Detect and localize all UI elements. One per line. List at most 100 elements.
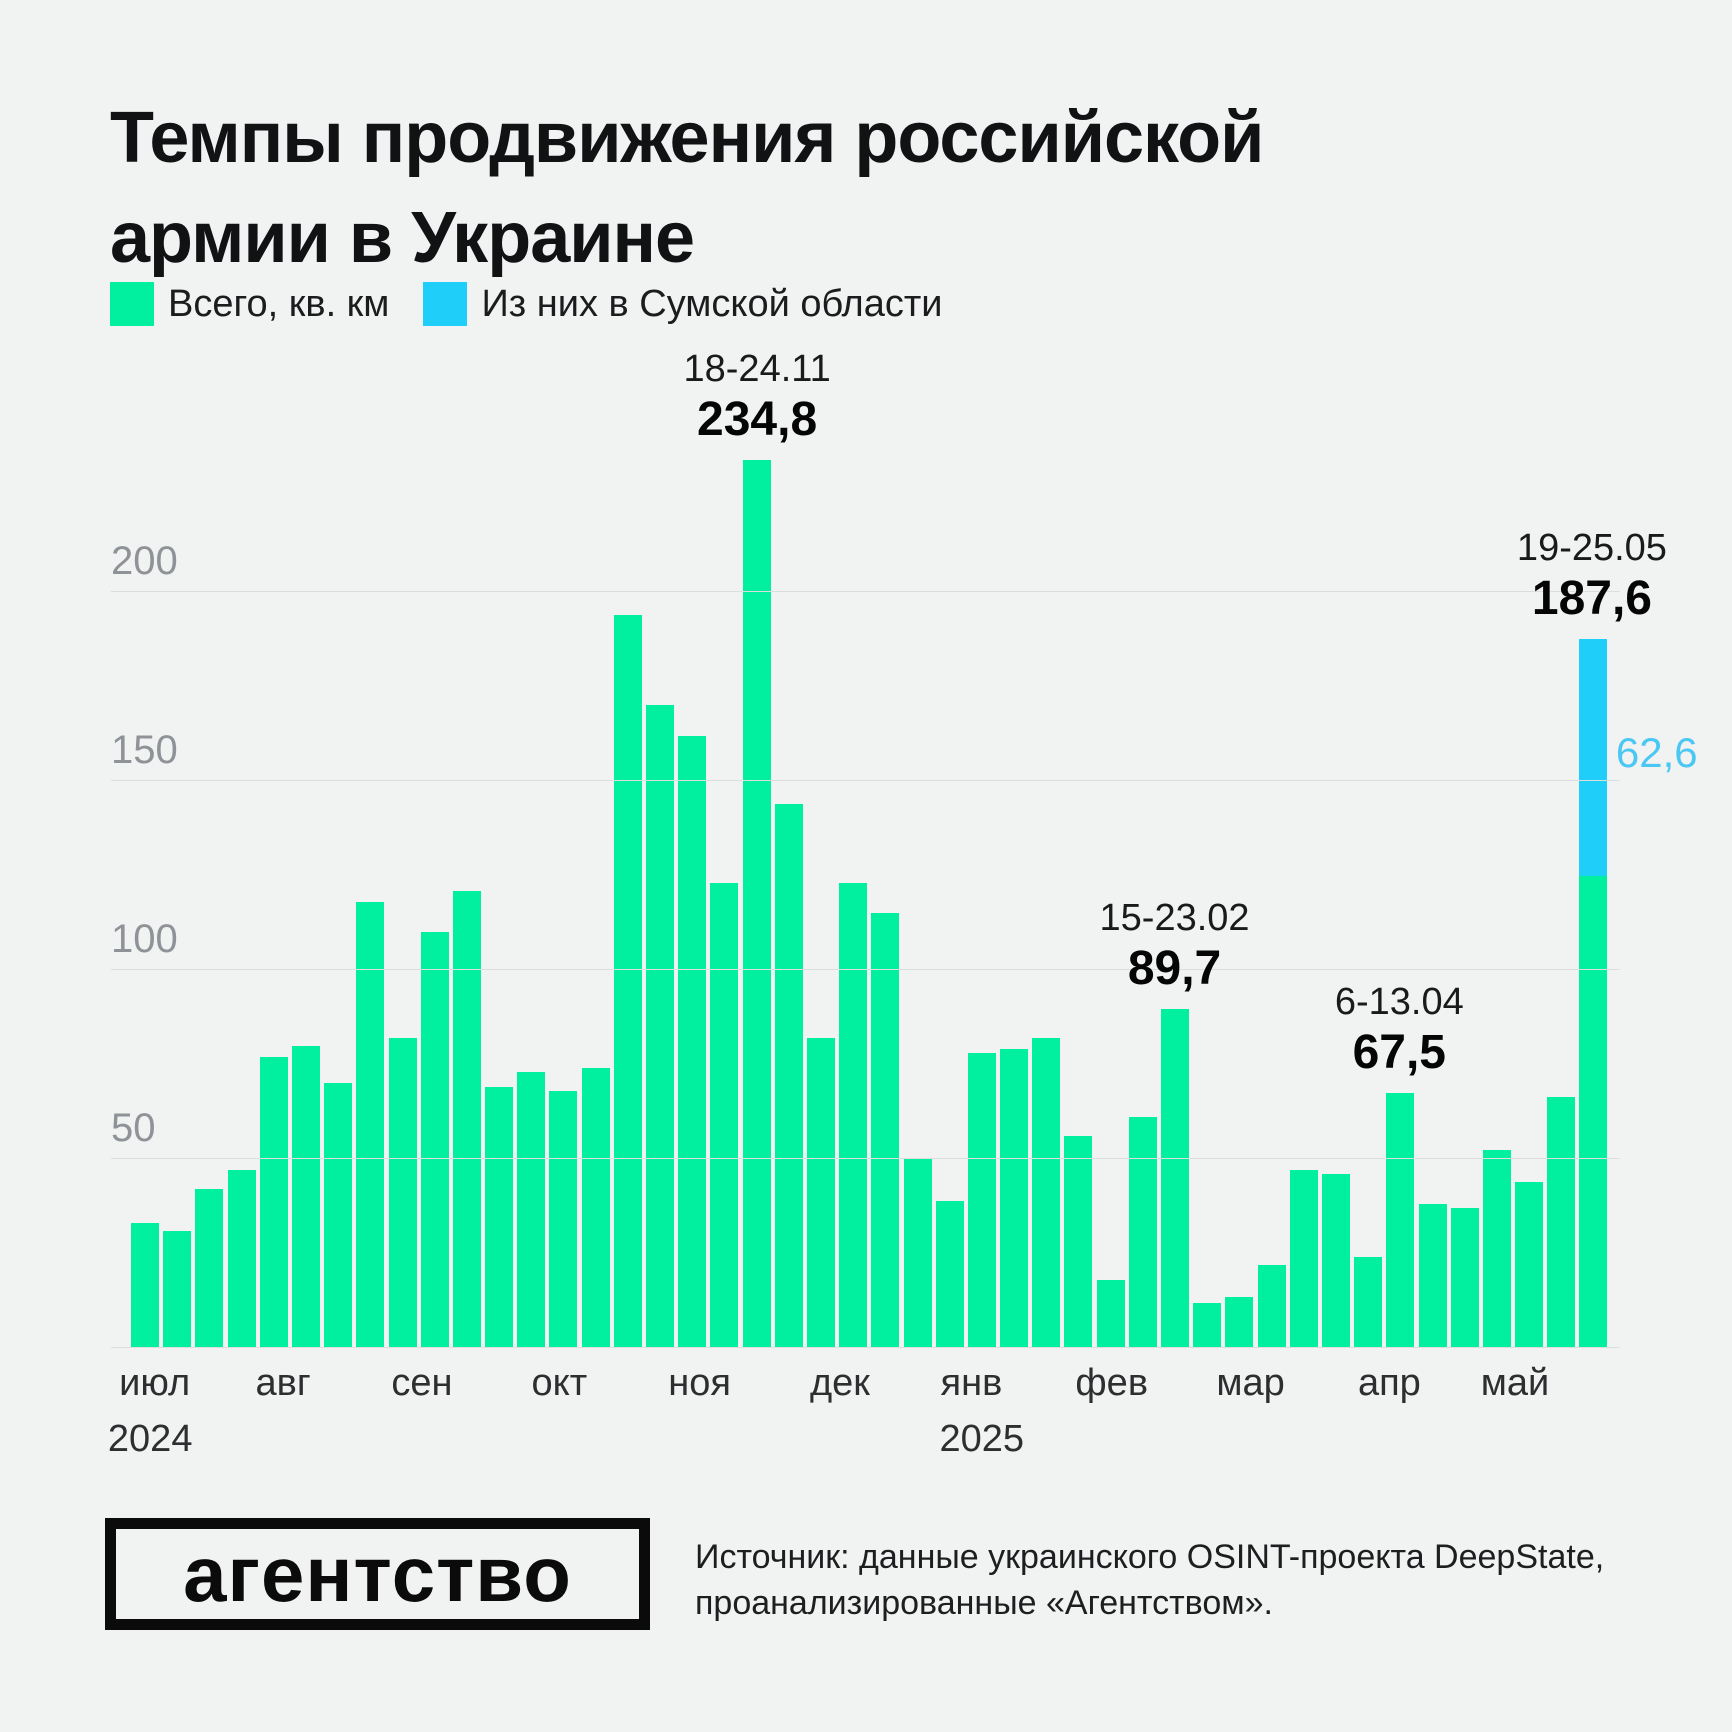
month-label-май: май: [1480, 1362, 1550, 1404]
month-label-июл: июл: [119, 1362, 191, 1404]
y-tick-label-200: 200: [111, 539, 178, 583]
month-label-мар: мар: [1216, 1362, 1285, 1404]
bar-week-3: [195, 1189, 224, 1348]
bar-week-36: [1257, 1265, 1286, 1348]
annotation-date: 19-25.05: [1516, 526, 1667, 569]
y-tick-label-100: 100: [111, 917, 178, 961]
agentstvo-logo: агентство: [105, 1518, 650, 1630]
annotation-value: 89,7: [1127, 941, 1222, 995]
gridline-0: [111, 1347, 1620, 1348]
bar-week-8: [356, 902, 385, 1348]
bar-chart-plot: 50 100 150 200 18-24.11 234,8 15-23.02 89,7 6-13…: [111, 340, 1698, 1348]
bar-week-14: [549, 1091, 578, 1348]
bar-week-43: [1482, 1150, 1511, 1348]
source-note: Источник: данные украинского OSINT-проек…: [695, 1534, 1604, 1626]
legend-item-sumy: Из них в Сумской области: [423, 282, 942, 326]
year-label-2025: 2025: [939, 1418, 1025, 1460]
annotation-15-23.02: 15-23.02 89,7: [1100, 895, 1250, 997]
title-line-2: армии в Украине: [110, 198, 695, 278]
bar-segment-total: [1579, 876, 1608, 1348]
bar-week-34: [1193, 1303, 1222, 1348]
source-line-2: проанализированные «Агентством».: [695, 1584, 1273, 1622]
bar-week-2: [163, 1231, 192, 1348]
bar-week-37: [1289, 1170, 1318, 1348]
legend-item-total: Всего, кв. км: [110, 282, 389, 326]
annotation-19-25.05: 19-25.05 187,6: [1517, 525, 1667, 627]
bar-week-17: [646, 705, 674, 1348]
month-label-ноя: ноя: [668, 1362, 731, 1404]
gridline-150: [111, 780, 1620, 781]
bar-week-38: [1321, 1174, 1350, 1348]
bar-week-15: [581, 1068, 610, 1348]
legend-swatch-green: [110, 282, 154, 326]
y-tick-label-50: 50: [111, 1106, 156, 1150]
sumy-segment-value-label: 62,6: [1615, 729, 1698, 777]
gridline-100: [111, 969, 1620, 970]
bar-week-22: [806, 1038, 835, 1348]
month-label-окт: окт: [531, 1362, 588, 1404]
month-label-дек: дек: [809, 1362, 870, 1404]
bar-week-16: [613, 615, 642, 1348]
year-label-2024: 2024: [107, 1418, 193, 1460]
gridline-50: [111, 1158, 1620, 1159]
y-tick-label-150: 150: [111, 728, 178, 772]
month-label-сен: сен: [391, 1362, 453, 1404]
bars-track: [131, 340, 1608, 1348]
legend-label-sumy: Из них в Сумской области: [481, 282, 943, 325]
gridline-200: [111, 591, 1620, 592]
title-line-1: Темпы продвижения российской: [110, 98, 1264, 178]
bar-week-13: [517, 1072, 546, 1348]
bar-week-42: [1450, 1208, 1479, 1348]
bar-week-26: [935, 1201, 964, 1348]
annotation-date: 18-24.11: [683, 348, 831, 391]
bar-week-6: [291, 1046, 320, 1348]
month-label-авг: авг: [255, 1362, 311, 1404]
bar-week-41: [1418, 1204, 1447, 1348]
legend-swatch-blue: [423, 282, 468, 326]
bar-week-11: [452, 891, 481, 1348]
bar-week-19: [710, 883, 739, 1348]
bar-segment-sumy: [1579, 639, 1608, 876]
bar-week-28: [1000, 1049, 1029, 1348]
bar-week-10: [420, 932, 449, 1348]
bar-week-21: [774, 804, 803, 1348]
annotation-value: 234,8: [697, 393, 818, 447]
bar-week-44: [1515, 1182, 1544, 1348]
bar-week-24: [871, 913, 900, 1348]
bar-week-33: [1161, 1009, 1189, 1348]
bar-week-31: [1096, 1280, 1125, 1348]
bar-week-32: [1128, 1117, 1157, 1348]
bar-week-9: [388, 1038, 417, 1348]
bar-week-30: [1064, 1136, 1093, 1348]
month-label-янв: янв: [940, 1362, 1003, 1404]
bar-week-20: [742, 460, 771, 1348]
bar-week-5: [259, 1057, 288, 1348]
annotation-18-24.11: 18-24.11 234,8: [684, 346, 831, 448]
bar-week-25: [903, 1159, 932, 1348]
agentstvo-logo-text: агентство: [183, 1530, 572, 1618]
bar-week-40: [1386, 1093, 1415, 1348]
annotation-value: 67,5: [1352, 1025, 1446, 1079]
annotation-date: 15-23.02: [1099, 896, 1250, 939]
bar-week-29: [1032, 1038, 1061, 1348]
bar-week-7: [324, 1083, 353, 1348]
legend-label-total: Всего, кв. км: [168, 282, 390, 325]
bar-week-18: [678, 736, 707, 1348]
bar-week-39: [1354, 1257, 1383, 1348]
annotation-6-13.04: 6-13.04 67,5: [1335, 979, 1464, 1081]
bar-week-45: [1547, 1097, 1576, 1348]
bar-stacked-week-46: [1579, 639, 1608, 1348]
legend: Всего, кв. км Из них в Сумской области: [110, 282, 942, 326]
source-line-1: Источник: данные украинского OSINT-проек…: [695, 1538, 1605, 1576]
bar-week-35: [1225, 1297, 1254, 1348]
annotation-date: 6-13.04: [1334, 980, 1464, 1023]
bar-week-1: [131, 1223, 159, 1348]
month-label-апр: апр: [1357, 1362, 1421, 1404]
bar-week-12: [485, 1087, 514, 1348]
bar-week-4: [227, 1170, 256, 1348]
bar-week-23: [839, 883, 868, 1348]
page-title: Темпы продвижения российской армии в Укр…: [110, 88, 1264, 288]
annotation-value: 187,6: [1531, 571, 1652, 625]
month-label-фев: фев: [1075, 1362, 1149, 1404]
